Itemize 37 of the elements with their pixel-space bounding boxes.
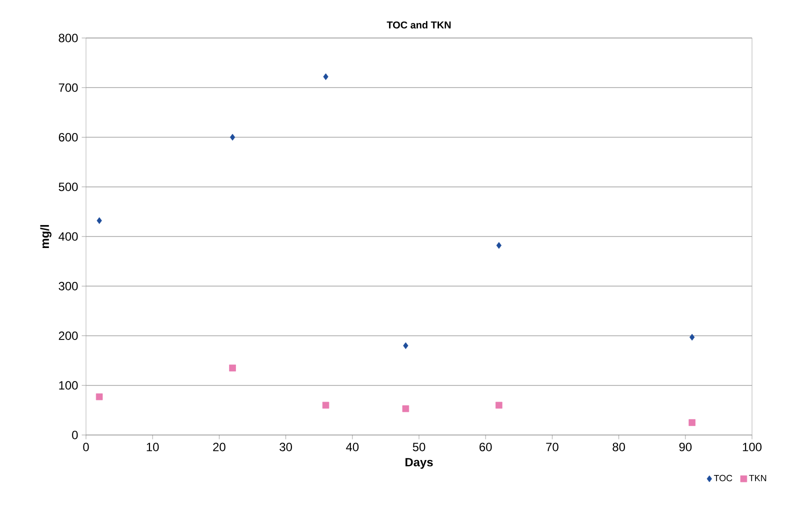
chart-title: TOC and TKN <box>386 21 451 28</box>
point <box>496 402 502 409</box>
y-tick-label: 400 <box>58 232 78 241</box>
point <box>229 364 236 372</box>
x-tick-label: 0 <box>83 442 89 452</box>
x-tick-label: 20 <box>213 442 226 452</box>
point <box>322 402 330 409</box>
x-tick-label: 80 <box>612 442 625 452</box>
point <box>323 73 328 80</box>
point <box>96 217 102 224</box>
x-tick-label: 30 <box>280 442 292 452</box>
x-tick-label: 90 <box>679 442 692 452</box>
y-tick-label: 300 <box>58 282 78 290</box>
x-tick-label: 60 <box>480 442 492 452</box>
y-tick-label: 0 <box>72 430 78 440</box>
y-axis-title: mg/l <box>40 225 52 248</box>
legend-label: TKN <box>749 474 766 482</box>
x-tick-label: 100 <box>742 442 762 452</box>
point <box>96 393 103 400</box>
legend-label: TOC <box>714 474 732 482</box>
x-tick-label: 40 <box>346 442 359 452</box>
point <box>496 242 502 249</box>
y-tick-label: 800 <box>58 34 78 42</box>
y-tick-label: 200 <box>58 332 78 340</box>
y-tick-label: 700 <box>58 83 78 92</box>
point <box>689 334 695 341</box>
point <box>403 342 408 350</box>
y-tick-label: 500 <box>58 182 78 192</box>
x-tick-label: 70 <box>546 442 558 452</box>
point <box>688 419 696 426</box>
x-tick-label: 10 <box>146 442 159 452</box>
y-tick-label: 100 <box>59 381 78 390</box>
x-tick-label: 50 <box>412 442 426 452</box>
point <box>402 405 410 412</box>
y-tick-label: 600 <box>58 133 78 142</box>
point <box>230 134 236 141</box>
x-axis-title: Days <box>406 458 433 469</box>
